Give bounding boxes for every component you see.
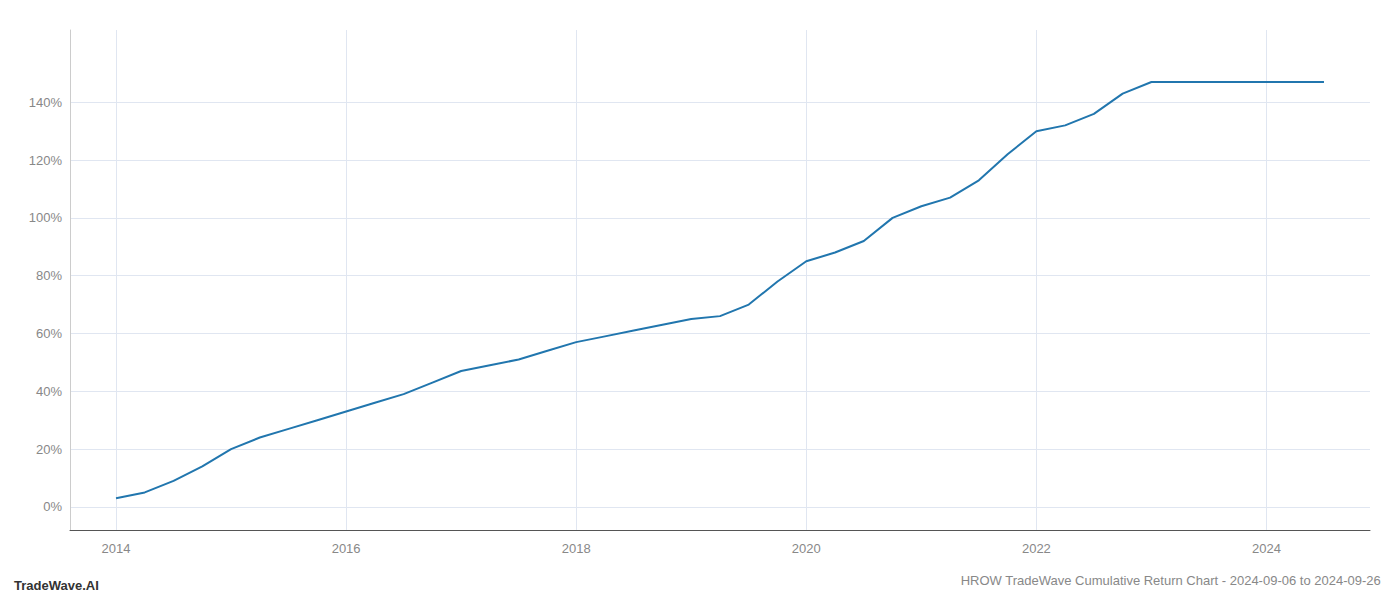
svg-text:2022: 2022 [1022,541,1051,556]
svg-text:2024: 2024 [1252,541,1281,556]
svg-text:0%: 0% [43,499,62,514]
svg-text:20%: 20% [36,442,62,457]
svg-text:TradeWave.AI: TradeWave.AI [14,578,99,593]
svg-text:2014: 2014 [102,541,131,556]
svg-text:80%: 80% [36,268,62,283]
svg-text:2018: 2018 [562,541,591,556]
svg-text:2016: 2016 [332,541,361,556]
svg-text:100%: 100% [29,210,63,225]
svg-text:40%: 40% [36,384,62,399]
svg-text:140%: 140% [29,95,63,110]
svg-text:HROW TradeWave Cumulative Retu: HROW TradeWave Cumulative Return Chart -… [961,573,1381,588]
svg-text:120%: 120% [29,153,63,168]
svg-text:60%: 60% [36,326,62,341]
svg-text:2020: 2020 [792,541,821,556]
